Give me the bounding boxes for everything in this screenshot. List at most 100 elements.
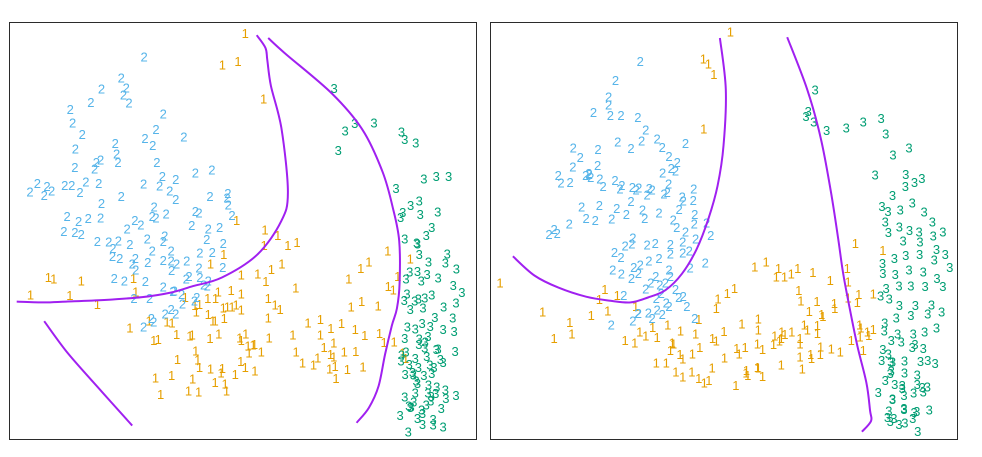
point-class-3: 3 <box>407 400 414 415</box>
point-class-3: 3 <box>891 251 898 266</box>
point-class-1: 1 <box>844 275 851 290</box>
point-class-3: 3 <box>895 279 902 294</box>
point-class-1: 1 <box>332 371 339 386</box>
point-class-2: 2 <box>594 158 601 173</box>
point-class-2: 2 <box>675 290 682 305</box>
point-class-2: 2 <box>196 246 203 261</box>
point-class-2: 2 <box>642 281 649 296</box>
point-class-3: 3 <box>889 188 896 203</box>
point-class-1: 1 <box>207 257 214 272</box>
point-class-1: 1 <box>390 335 397 350</box>
point-class-3: 3 <box>911 337 918 352</box>
point-class-3: 3 <box>916 235 923 250</box>
point-class-1: 1 <box>604 304 611 319</box>
point-class-2: 2 <box>557 175 564 190</box>
point-class-1: 1 <box>352 322 359 337</box>
point-class-2: 2 <box>168 263 175 278</box>
point-class-1: 1 <box>653 356 660 371</box>
point-class-1: 1 <box>813 294 820 309</box>
point-class-1: 1 <box>788 266 795 281</box>
point-class-2: 2 <box>554 226 561 241</box>
point-class-1: 1 <box>94 297 101 312</box>
point-class-3: 3 <box>896 219 903 234</box>
point-class-3: 3 <box>890 411 897 426</box>
point-class-2: 2 <box>642 123 649 138</box>
point-class-2: 2 <box>149 138 156 153</box>
point-class-2: 2 <box>550 222 557 237</box>
point-class-2: 2 <box>224 186 231 201</box>
point-class-1: 1 <box>679 370 686 385</box>
point-class-3: 3 <box>902 167 909 182</box>
point-class-3: 3 <box>900 402 907 417</box>
point-class-2: 2 <box>144 255 151 270</box>
point-class-1: 1 <box>374 299 381 314</box>
point-class-1: 1 <box>857 321 864 336</box>
point-class-1: 1 <box>341 344 348 359</box>
point-class-3: 3 <box>938 305 945 320</box>
point-class-2: 2 <box>113 146 120 161</box>
point-class-1: 1 <box>399 346 406 361</box>
point-class-2: 2 <box>160 279 167 294</box>
point-class-2: 2 <box>618 178 625 193</box>
point-class-1: 1 <box>724 286 731 301</box>
point-class-3: 3 <box>882 373 889 388</box>
point-class-2: 2 <box>160 234 167 249</box>
point-class-1: 1 <box>185 383 192 398</box>
point-class-3: 3 <box>910 386 917 401</box>
point-class-3: 3 <box>889 392 896 407</box>
point-class-1: 1 <box>209 314 216 329</box>
point-class-3: 3 <box>884 410 891 425</box>
point-class-3: 3 <box>407 198 414 213</box>
point-class-1: 1 <box>265 330 272 345</box>
point-class-1: 1 <box>755 323 762 338</box>
point-class-2: 2 <box>162 206 169 221</box>
point-class-3: 3 <box>920 385 927 400</box>
point-class-3: 3 <box>423 267 430 282</box>
point-class-3: 3 <box>392 181 399 196</box>
point-class-3: 3 <box>886 292 893 307</box>
point-class-3: 3 <box>888 363 895 378</box>
point-class-2: 2 <box>617 108 624 123</box>
point-class-2: 2 <box>112 136 119 151</box>
point-class-3: 3 <box>401 132 408 147</box>
point-class-1: 1 <box>330 350 337 365</box>
point-class-3: 3 <box>905 263 912 278</box>
point-class-2: 2 <box>665 263 672 278</box>
decision-boundary-1 <box>512 37 727 304</box>
point-class-2: 2 <box>628 237 635 252</box>
point-class-2: 2 <box>172 172 179 187</box>
point-class-1: 1 <box>361 328 368 343</box>
point-class-1: 1 <box>204 291 211 306</box>
point-class-3: 3 <box>433 379 440 394</box>
point-class-1: 1 <box>806 304 813 319</box>
point-class-2: 2 <box>659 166 666 181</box>
point-class-3: 3 <box>930 228 937 243</box>
point-class-1: 1 <box>304 315 311 330</box>
point-class-3: 3 <box>931 253 938 268</box>
point-class-2: 2 <box>628 271 635 286</box>
point-class-2: 2 <box>707 228 714 243</box>
point-class-3: 3 <box>914 424 921 439</box>
point-class-3: 3 <box>458 285 465 300</box>
point-class-1: 1 <box>713 334 720 349</box>
point-class-2: 2 <box>78 227 85 242</box>
decision-boundary-2 <box>786 36 873 433</box>
point-class-3: 3 <box>412 321 419 336</box>
point-class-1: 1 <box>344 362 351 377</box>
point-class-1: 1 <box>276 302 283 317</box>
point-class-2: 2 <box>578 199 585 214</box>
point-class-3: 3 <box>905 140 912 155</box>
point-class-2: 2 <box>195 261 202 276</box>
point-class-1: 1 <box>695 312 702 327</box>
point-class-3: 3 <box>897 202 904 217</box>
point-class-2: 2 <box>109 241 116 256</box>
point-class-2: 2 <box>149 209 156 224</box>
point-class-1: 1 <box>721 350 728 365</box>
point-class-2: 2 <box>665 299 672 314</box>
point-class-2: 2 <box>586 167 593 182</box>
point-class-1: 1 <box>217 366 224 381</box>
point-class-2: 2 <box>183 272 190 287</box>
point-class-2: 2 <box>118 71 125 86</box>
point-class-2: 2 <box>153 155 160 170</box>
